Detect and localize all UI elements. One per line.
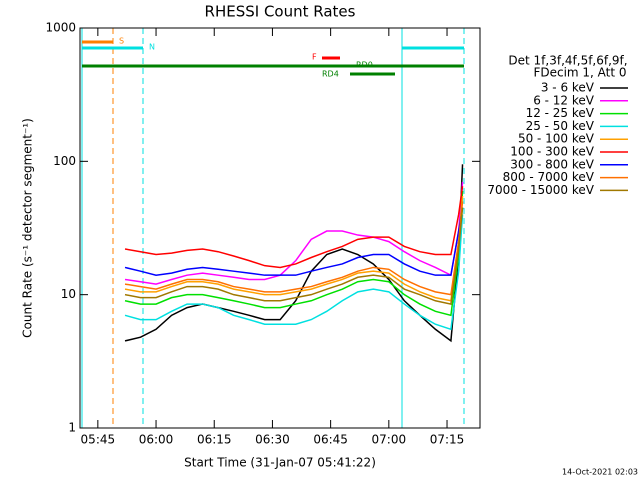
x-tick-label: 06:45: [313, 433, 348, 447]
legend-label: 100 - 300 keV: [510, 145, 594, 159]
y-tick-label: 1000: [45, 21, 76, 35]
annotation: F: [312, 53, 317, 62]
x-tick-label: 06:00: [139, 433, 174, 447]
legend-label: 25 - 50 keV: [526, 119, 595, 133]
x-tick-label: 07:15: [430, 433, 465, 447]
legend-label: 3 - 6 keV: [541, 81, 595, 95]
x-tick-label: 06:15: [197, 433, 232, 447]
legend-label: 800 - 7000 keV: [503, 170, 595, 184]
legend-label: 12 - 25 keV: [526, 106, 595, 120]
series-line: [124, 207, 464, 305]
legend-label: 6 - 12 keV: [533, 93, 595, 107]
y-tick-label: 10: [61, 287, 76, 301]
x-tick-label: 06:30: [255, 433, 290, 447]
series-line: [124, 181, 464, 285]
legend-label: 300 - 800 keV: [510, 157, 594, 171]
legend-title: FDecim 1, Att 0: [533, 66, 626, 80]
annotations: S N F RD0 RD4: [81, 28, 465, 428]
annotation: RD4: [322, 70, 339, 79]
annotation: S: [119, 37, 124, 46]
annotation: N: [149, 43, 155, 52]
x-tick-label: 05:45: [81, 433, 116, 447]
series-line: [124, 195, 464, 302]
series-line: [124, 207, 464, 276]
annotation: RD0: [356, 61, 373, 70]
x-axis-label: Start Time (31-Jan-07 05:41:22): [184, 456, 376, 470]
chart-title: RHESSI Count Rates: [205, 3, 356, 21]
footer: 14-Oct-2021 02:03: [562, 468, 638, 477]
legend-label: 50 - 100 keV: [518, 132, 595, 146]
plot-frame: [79, 27, 481, 429]
series-line: [124, 201, 464, 296]
series-line: [124, 190, 464, 317]
x-tick-label: 07:00: [372, 433, 407, 447]
series-line: [124, 186, 464, 269]
series-line: [124, 214, 464, 331]
y-tick-label: 1: [68, 421, 76, 435]
legend-label: 7000 - 15000 keV: [487, 183, 594, 197]
legend-title: Det 1f,3f,4f,5f,6f,9f,: [508, 54, 627, 68]
y-axis-label: Count Rate (s⁻¹ detector segment⁻¹): [21, 118, 35, 338]
y-tick-label: 100: [53, 154, 76, 168]
